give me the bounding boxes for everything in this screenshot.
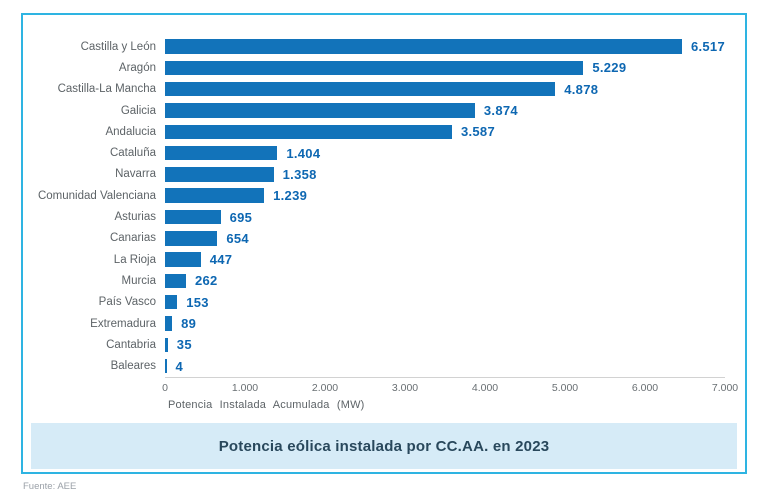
bar-track: 654 (165, 231, 725, 246)
bar-track: 1.358 (165, 167, 725, 182)
bar-track: 4.878 (165, 82, 725, 97)
value-label: 695 (229, 209, 253, 225)
bar-track: 695 (165, 210, 725, 225)
bar-track: 262 (165, 273, 725, 289)
value-label: 35 (176, 337, 192, 353)
value-label: 447 (209, 252, 233, 268)
bar-track: 5.229 (165, 60, 725, 76)
category-label: Castilla-La Mancha (57, 83, 156, 96)
category-label: Extremadura (90, 317, 156, 330)
bar (165, 316, 173, 331)
bar-row: Cantabria 35 (23, 334, 745, 355)
value-label: 1.239 (273, 188, 308, 204)
bar (165, 252, 201, 267)
chart-frame: Castilla y León 6.517 Aragón 5.229 Castilla-… (21, 13, 747, 474)
bar (165, 337, 168, 353)
chart-title: Potencia eólica instalada por CC.AA. en … (218, 437, 550, 455)
x-tick-label: 6.000 (631, 382, 659, 394)
x-axis-line (165, 377, 725, 378)
category-label: Baleares (110, 360, 156, 373)
bar-track: 6.517 (165, 39, 725, 54)
source-note: Fuente: AEE (23, 481, 77, 492)
x-tick-label: 5.000 (551, 382, 579, 394)
value-label: 3.587 (460, 124, 495, 140)
bar-track: 4 (165, 359, 725, 374)
bar-row: Castilla y León 6.517 (23, 36, 745, 57)
bar-row: Asturias 695 (23, 206, 745, 227)
bar (165, 60, 584, 76)
bar-row: Aragón 5.229 (23, 57, 745, 78)
x-tick-label: 4.000 (471, 382, 499, 394)
x-tick-label: 7.000 (711, 382, 739, 394)
bar-track: 1.239 (165, 188, 725, 203)
bar-row: Canarias 654 (23, 228, 745, 249)
category-label: Cataluña (109, 147, 156, 160)
value-label: 1.404 (286, 145, 321, 161)
bar (165, 145, 278, 161)
bar-rows: Castilla y León 6.517 Aragón 5.229 Castilla-… (23, 36, 745, 377)
bar-row: Castilla-La Mancha 4.878 (23, 79, 745, 100)
bar (165, 231, 218, 246)
bar-row: La Rioja 447 (23, 249, 745, 270)
x-tick-label: 1.000 (231, 382, 259, 394)
bar-row: País Vasco 153 (23, 292, 745, 313)
bar (165, 358, 167, 374)
bar (165, 167, 274, 182)
bar (165, 188, 265, 203)
bar-row: Comunidad Valenciana 1.239 (23, 185, 745, 206)
bar-row: Galicia 3.874 (23, 100, 745, 121)
value-label: 5.229 (592, 60, 627, 76)
bar-track: 447 (165, 252, 725, 267)
value-label: 1.358 (282, 166, 317, 182)
category-label: Canarias (109, 232, 156, 245)
bar (165, 81, 556, 97)
bar (165, 124, 452, 140)
category-label: Navarra (115, 168, 156, 181)
category-label: Galicia (120, 104, 156, 117)
category-label: Murcia (121, 274, 156, 287)
bar (165, 273, 186, 289)
value-label: 6.517 (690, 39, 725, 55)
x-axis-ticks: 0 1.000 2.000 3.000 4.000 5.000 6.000 7.000 (162, 382, 738, 396)
bar-track: 1.404 (165, 146, 725, 161)
bar-track: 153 (165, 295, 725, 310)
bar-row: Extremadura 89 (23, 313, 745, 334)
category-label: Castilla y León (80, 40, 156, 53)
bar-row: Cataluña 1.404 (23, 142, 745, 163)
bar-track: 3.874 (165, 103, 725, 118)
bar-track: 35 (165, 337, 725, 353)
value-label: 4 (175, 358, 184, 374)
category-label: Cantabria (106, 338, 156, 351)
bar (165, 103, 475, 118)
category-label: Comunidad Valenciana (37, 189, 156, 202)
category-label: Aragón (118, 61, 156, 74)
category-label: País Vasco (98, 296, 156, 309)
category-label: La Rioja (113, 253, 156, 266)
value-label: 3.874 (483, 103, 518, 119)
bar (165, 209, 221, 225)
value-label: 262 (194, 273, 218, 289)
bar-row: Andalucia 3.587 (23, 121, 745, 142)
bar-track: 3.587 (165, 124, 725, 140)
bar-row: Baleares 4 (23, 355, 745, 376)
x-axis-title: Potencia Instalada Acumulada (MW) (168, 399, 365, 411)
bar-row: Murcia 262 (23, 270, 745, 291)
value-label: 654 (226, 230, 249, 246)
x-tick-label: 2.000 (311, 382, 339, 394)
x-tick-label: 0 (162, 382, 168, 394)
bar-row: Navarra 1.358 (23, 164, 745, 185)
value-label: 89 (181, 316, 197, 331)
category-label: Asturias (114, 211, 156, 224)
chart-title-band: Potencia eólica instalada por CC.AA. en … (31, 423, 737, 469)
value-label: 4.878 (564, 81, 599, 97)
bar (165, 39, 682, 54)
x-tick-label: 3.000 (391, 382, 419, 394)
category-label: Andalucia (105, 125, 156, 138)
bar (165, 294, 178, 310)
bar-track: 89 (165, 316, 725, 331)
value-label: 153 (186, 294, 209, 310)
